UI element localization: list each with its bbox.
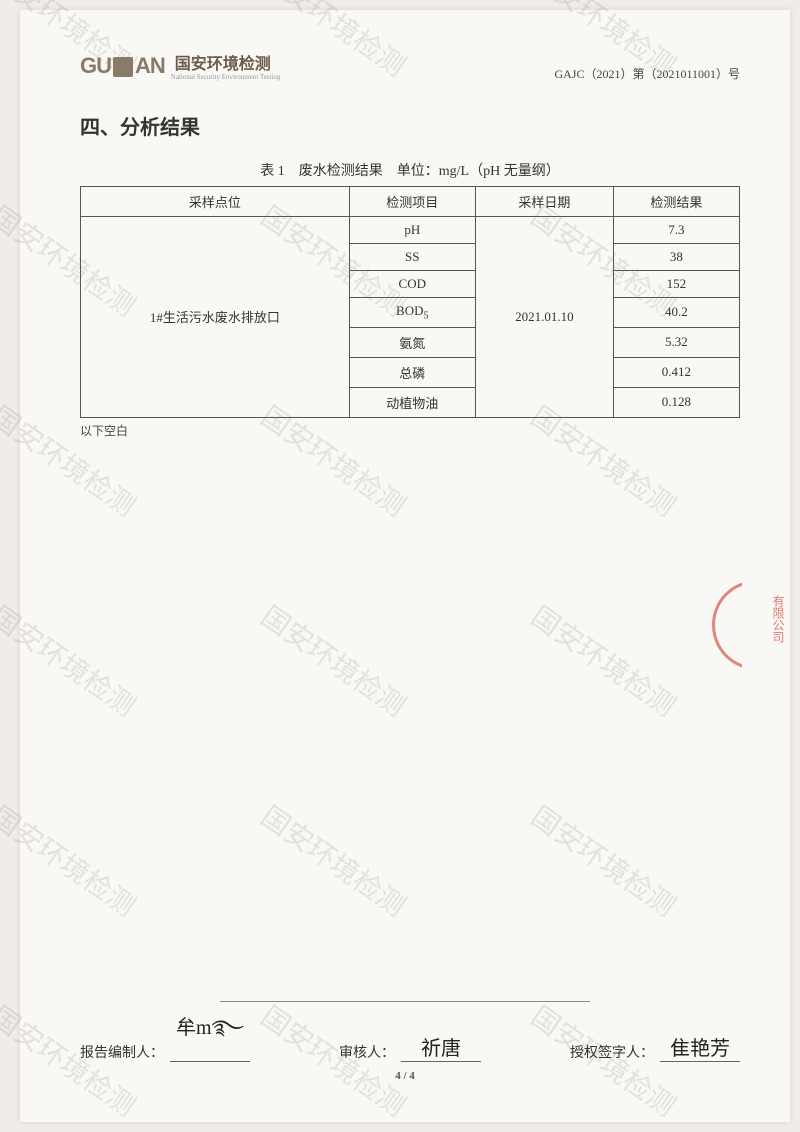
- logo-mark: GU AN: [80, 53, 165, 79]
- preparer-label: 报告编制人：: [80, 1042, 164, 1062]
- cell-result: 152: [613, 271, 739, 298]
- col-sampling-point: 采样点位: [81, 187, 350, 217]
- page-number: 4 / 4: [20, 1070, 790, 1082]
- logo-chinese-name: 国安环境检测: [175, 56, 271, 73]
- cell-result: 38: [613, 244, 739, 271]
- watermark-text: 国安环境检测: [254, 795, 415, 924]
- table-row: 1#生活污水废水排放口pH2021.01.107.3: [81, 217, 740, 244]
- reviewer-signature: 祈唐: [401, 1032, 481, 1062]
- col-test-item: 检测项目: [349, 187, 475, 217]
- cell-result: 0.412: [613, 357, 739, 387]
- watermark-text: 国安环境检测: [524, 595, 685, 724]
- reviewer-block: 审核人： 祈唐: [339, 1032, 481, 1062]
- cell-test-item: SS: [349, 244, 475, 271]
- authorizer-signature: 隹艳芳: [660, 1032, 740, 1062]
- col-result: 检测结果: [613, 187, 739, 217]
- table-caption: 表 1 废水检测结果 单位：mg/L（pH 无量纲）: [80, 160, 740, 180]
- watermark-text: 国安环境检测: [794, 195, 800, 324]
- logo-text-right: AN: [135, 53, 165, 79]
- below-blank-note: 以下空白: [80, 422, 740, 439]
- authorizer-block: 授权签字人： 隹艳芳: [570, 1032, 740, 1062]
- divider-line: [220, 1001, 590, 1002]
- cell-test-item: BOD5: [349, 298, 475, 328]
- preparer-block: 报告编制人： 牟m࿐: [80, 1005, 250, 1062]
- watermark-text: 国安环境检测: [794, 795, 800, 924]
- watermark-text: 国安环境检测: [794, 0, 800, 85]
- cell-test-item: 氨氮: [349, 327, 475, 357]
- cell-test-item: COD: [349, 271, 475, 298]
- preparer-signature: 牟m࿐: [170, 1005, 250, 1062]
- col-sampling-date: 采样日期: [475, 187, 613, 217]
- section-title: 四、分析结果: [80, 111, 740, 140]
- cell-test-item: 总磷: [349, 357, 475, 387]
- cell-result: 7.3: [613, 217, 739, 244]
- watermark-text: 国安环境检测: [0, 795, 144, 924]
- cell-result: 5.32: [613, 327, 739, 357]
- authorizer-label: 授权签字人：: [570, 1042, 654, 1062]
- cell-test-item: 动植物油: [349, 387, 475, 417]
- logo-text-left: GU: [80, 53, 111, 79]
- signature-row: 报告编制人： 牟m࿐ 审核人： 祈唐 授权签字人： 隹艳芳: [80, 1005, 740, 1062]
- table-body: 1#生活污水废水排放口pH2021.01.107.3SS38COD152BOD5…: [81, 217, 740, 418]
- watermark-text: 国安环境检测: [794, 595, 800, 724]
- table-header-row: 采样点位 检测项目 采样日期 检测结果: [81, 187, 740, 217]
- logo-subtitle: National Security Environment Testing: [171, 74, 281, 81]
- watermark-text: 国安环境检测: [794, 995, 800, 1124]
- document-page: 国安环境检测国安环境检测国安环境检测国安环境检测国安环境检测国安环境检测国安环境…: [20, 10, 790, 1122]
- watermark-text: 国安环境检测: [0, 595, 144, 724]
- watermark-text: 国安环境检测: [524, 795, 685, 924]
- results-table: 采样点位 检测项目 采样日期 检测结果 1#生活污水废水排放口pH2021.01…: [80, 186, 740, 418]
- watermark-text: 国安环境检测: [794, 395, 800, 524]
- document-reference: GAJC（2021）第（2021011001）号: [554, 65, 740, 82]
- logo-cn-wrap: 国安环境检测 National Security Environment Tes…: [171, 50, 281, 81]
- seal-text: 有限公司: [770, 595, 787, 643]
- logo-square-icon: [113, 57, 133, 77]
- cell-sampling-point: 1#生活污水废水排放口: [81, 217, 350, 418]
- cell-test-item: pH: [349, 217, 475, 244]
- reviewer-label: 审核人：: [339, 1042, 395, 1062]
- watermark-text: 国安环境检测: [254, 595, 415, 724]
- cell-sampling-date: 2021.01.10: [475, 217, 613, 418]
- cell-result: 40.2: [613, 298, 739, 328]
- cell-result: 0.128: [613, 387, 739, 417]
